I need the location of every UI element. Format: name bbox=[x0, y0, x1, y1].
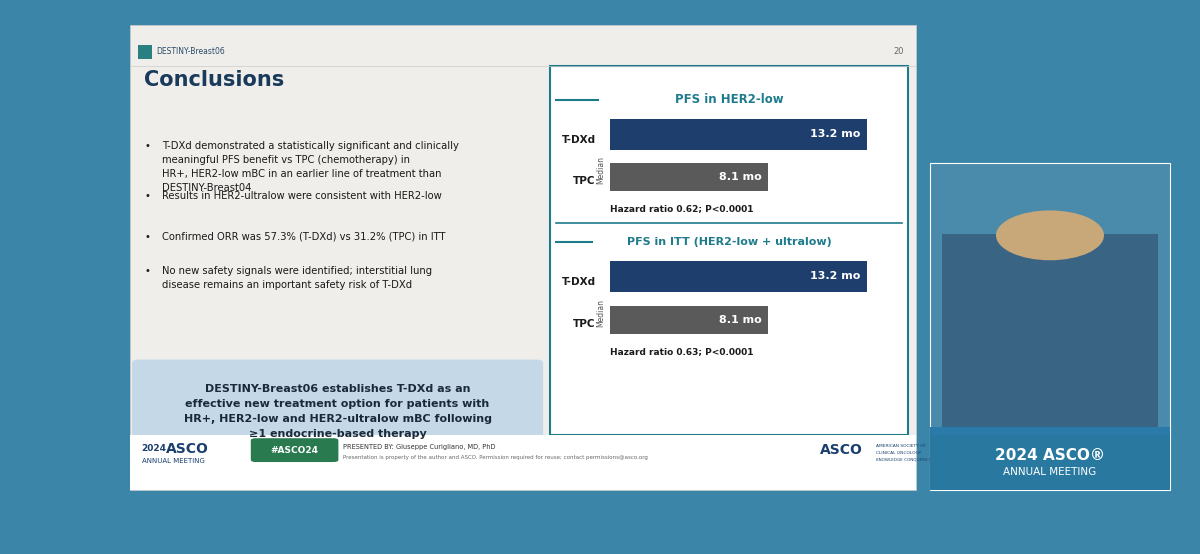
Text: TPC: TPC bbox=[574, 176, 595, 186]
Text: ANNUAL MEETING: ANNUAL MEETING bbox=[142, 459, 204, 464]
FancyBboxPatch shape bbox=[132, 360, 544, 463]
Text: 8.1 mo: 8.1 mo bbox=[719, 172, 762, 182]
Text: ASCO: ASCO bbox=[820, 443, 863, 458]
Text: Conclusions: Conclusions bbox=[144, 70, 284, 90]
Text: AMERICAN SOCIETY OF: AMERICAN SOCIETY OF bbox=[876, 444, 926, 448]
Text: 2024 ASCO®: 2024 ASCO® bbox=[1000, 442, 1100, 456]
Text: KNOWLEDGE CONQUERS CANCER: KNOWLEDGE CONQUERS CANCER bbox=[876, 458, 946, 462]
Text: 2024 ASCO®: 2024 ASCO® bbox=[995, 448, 1105, 463]
Text: T-DXd: T-DXd bbox=[562, 135, 595, 145]
Text: Presentation is property of the author and ASCO. Permission required for reuse; : Presentation is property of the author a… bbox=[343, 454, 648, 460]
Text: DESTINY-Breast06: DESTINY-Breast06 bbox=[156, 47, 224, 56]
Bar bbox=[550, 66, 907, 435]
Text: Confirmed ORR was 57.3% (T-DXd) vs 31.2% (TPC) in ITT: Confirmed ORR was 57.3% (T-DXd) vs 31.2%… bbox=[162, 232, 445, 242]
Text: T-DXd demonstrated a statistically significant and clinically
meaningful PFS ben: T-DXd demonstrated a statistically signi… bbox=[162, 141, 458, 193]
Text: 2024: 2024 bbox=[142, 444, 167, 453]
Text: •: • bbox=[144, 232, 150, 242]
Text: Hazard ratio 0.63; P<0.0001: Hazard ratio 0.63; P<0.0001 bbox=[610, 347, 754, 356]
Bar bbox=[130, 25, 916, 490]
Bar bbox=[942, 234, 1158, 463]
Text: ASCO: ASCO bbox=[166, 442, 209, 456]
Text: PRESENTED BY: Giuseppe Curigliano, MD, PhD: PRESENTED BY: Giuseppe Curigliano, MD, P… bbox=[343, 444, 496, 450]
Bar bbox=[610, 163, 768, 191]
Text: PFS in HER2-low: PFS in HER2-low bbox=[674, 93, 784, 106]
Text: ANNUAL MEETING: ANNUAL MEETING bbox=[1003, 467, 1097, 477]
Bar bbox=[130, 435, 916, 490]
Text: DESTINY-Breast06 establishes T-DXd as an
effective new treatment option for pati: DESTINY-Breast06 establishes T-DXd as an… bbox=[184, 383, 492, 439]
Text: 13.2 mo: 13.2 mo bbox=[810, 129, 860, 139]
Bar bbox=[138, 45, 152, 59]
Text: CLINICAL ONCOLOGY: CLINICAL ONCOLOGY bbox=[876, 450, 922, 455]
Text: ANNUAL MEETING: ANNUAL MEETING bbox=[1006, 468, 1094, 478]
Text: Results in HER2-ultralow were consistent with HER2-low: Results in HER2-ultralow were consistent… bbox=[162, 191, 442, 201]
Text: #ASCO24: #ASCO24 bbox=[271, 446, 319, 455]
Text: 13.2 mo: 13.2 mo bbox=[810, 271, 860, 281]
Text: 20: 20 bbox=[893, 47, 904, 56]
Text: Hazard ratio 0.62; P<0.0001: Hazard ratio 0.62; P<0.0001 bbox=[610, 204, 754, 213]
Text: HER2, human epidermal growth factor receptor 2; HR+, hormone receptor-positive; : HER2, human epidermal growth factor rece… bbox=[142, 459, 838, 471]
Text: Median: Median bbox=[596, 156, 605, 184]
Text: T-DXd: T-DXd bbox=[562, 277, 595, 287]
Text: No new safety signals were identified; interstitial lung
disease remains an impo: No new safety signals were identified; i… bbox=[162, 266, 432, 290]
Bar bbox=[610, 119, 866, 150]
Bar bbox=[930, 435, 1170, 490]
Text: •: • bbox=[144, 191, 150, 201]
Bar bbox=[610, 306, 768, 334]
Bar bbox=[930, 163, 1170, 490]
Text: 8.1 mo: 8.1 mo bbox=[719, 315, 762, 325]
Text: •: • bbox=[144, 141, 150, 151]
Text: PFS in ITT (HER2-low + ultralow): PFS in ITT (HER2-low + ultralow) bbox=[626, 237, 832, 247]
FancyBboxPatch shape bbox=[251, 438, 338, 462]
Bar bbox=[610, 261, 866, 292]
Text: Median: Median bbox=[596, 299, 605, 327]
Text: TPC: TPC bbox=[574, 319, 595, 329]
Text: •: • bbox=[144, 266, 150, 276]
Bar bbox=[930, 427, 1170, 490]
Circle shape bbox=[996, 211, 1104, 260]
